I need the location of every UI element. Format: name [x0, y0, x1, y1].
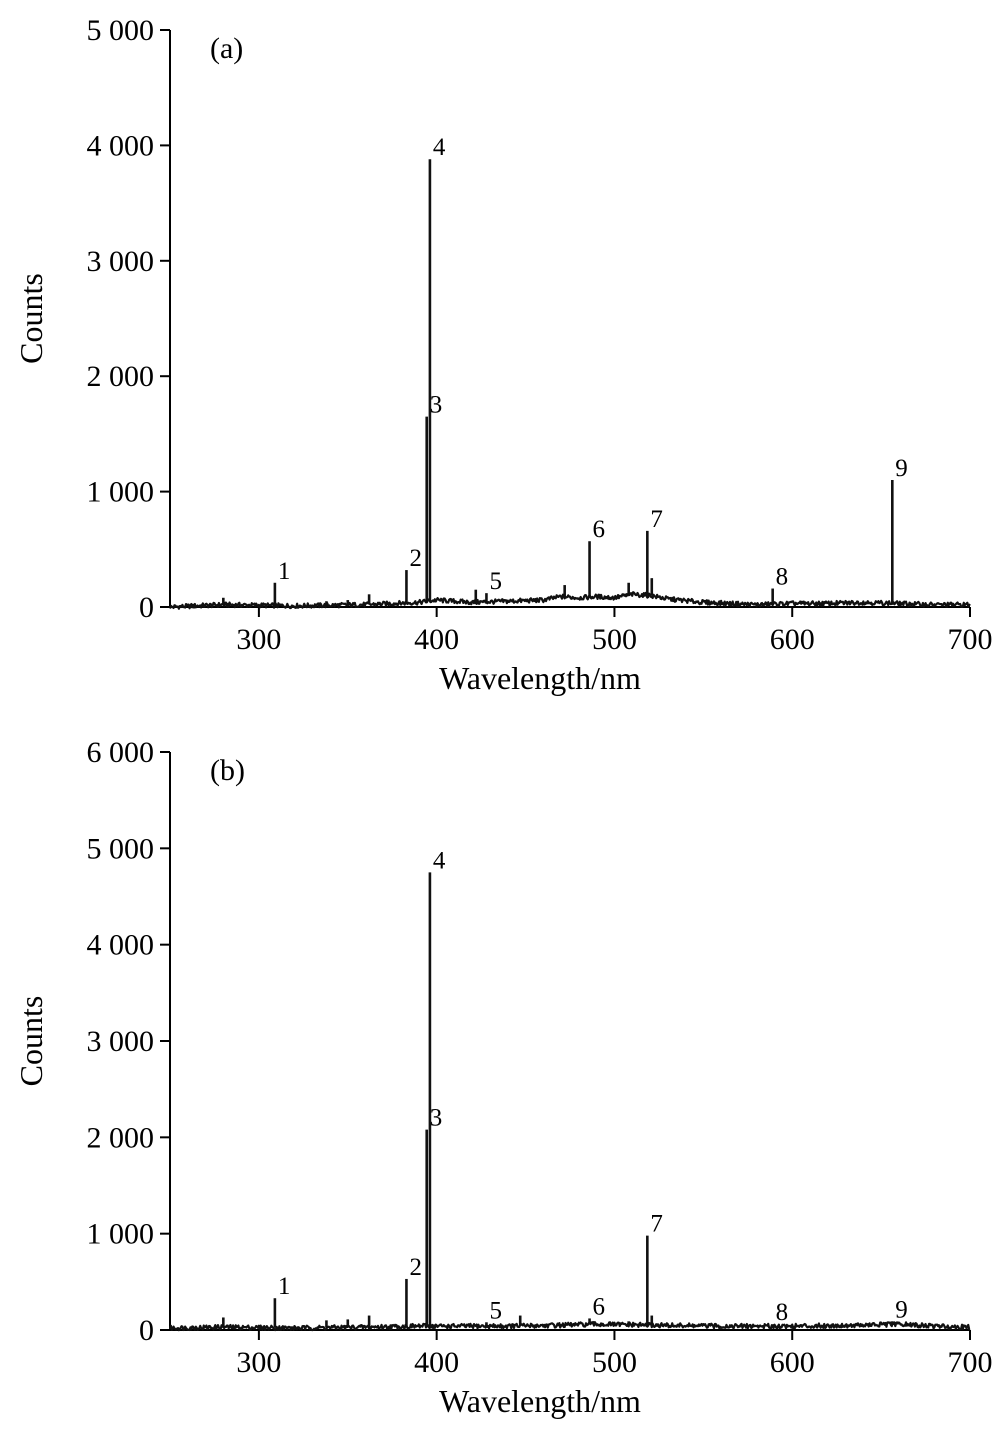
y-tick-label: 3 000 — [87, 245, 155, 278]
x-tick-label: 300 — [236, 1346, 281, 1379]
y-tick-label: 4 000 — [87, 929, 155, 962]
peak-label: 5 — [489, 568, 502, 595]
y-tick-label: 0 — [139, 1314, 154, 1347]
y-tick-label: 4 000 — [87, 129, 155, 162]
y-axis-label: Counts — [13, 996, 49, 1087]
peak-label: 8 — [776, 564, 789, 591]
y-tick-label: 0 — [139, 591, 154, 624]
y-tick-label: 5 000 — [87, 832, 155, 865]
x-tick-label: 600 — [770, 623, 815, 656]
y-axis-label: Counts — [13, 273, 49, 364]
x-tick-label: 500 — [592, 623, 637, 656]
x-tick-label: 400 — [414, 623, 459, 656]
peak-label: 2 — [409, 1254, 422, 1281]
x-axis-label: Wavelength/nm — [439, 1383, 641, 1419]
x-tick-label: 500 — [592, 1346, 637, 1379]
peak-label: 6 — [593, 1293, 606, 1320]
y-tick-label: 2 000 — [87, 1121, 155, 1154]
y-tick-label: 3 000 — [87, 1025, 155, 1058]
peak-label: 5 — [489, 1297, 502, 1324]
peak-label: 8 — [776, 1299, 789, 1326]
x-tick-label: 700 — [948, 623, 993, 656]
x-axis-label: Wavelength/nm — [439, 660, 641, 696]
spectrum-line — [168, 591, 971, 610]
peak-label: 9 — [895, 455, 908, 482]
y-tick-label: 1 000 — [87, 476, 155, 509]
peak-label: 6 — [593, 516, 606, 543]
peak-label: 4 — [433, 134, 446, 161]
panel-label: (a) — [210, 32, 243, 65]
panel-label: (b) — [210, 754, 245, 787]
y-tick-label: 1 000 — [87, 1218, 155, 1251]
peak-label: 7 — [650, 1211, 663, 1238]
peak-label: 4 — [433, 847, 446, 874]
peak-label: 1 — [278, 1273, 291, 1300]
y-tick-label: 2 000 — [87, 360, 155, 393]
peak-label: 3 — [430, 1105, 443, 1132]
peak-label: 7 — [650, 506, 663, 533]
peak-label: 2 — [409, 545, 422, 572]
panel-a: 0 1 000 2 000 3 000 4 000 5 000 300 400 500 600 70… — [13, 14, 993, 696]
x-tick-label: 600 — [770, 1346, 815, 1379]
panel-b: 0 1 000 2 000 3 000 4 000 5 000 6 000 300 400 500… — [13, 736, 993, 1419]
x-tick-label: 700 — [948, 1346, 993, 1379]
y-tick-label: 5 000 — [87, 14, 155, 47]
x-tick-label: 300 — [236, 623, 281, 656]
y-tick-label: 6 000 — [87, 736, 155, 769]
peak-label: 9 — [895, 1296, 908, 1323]
spectrum-line — [168, 1320, 971, 1332]
peak-label: 3 — [430, 392, 443, 419]
x-tick-label: 400 — [414, 1346, 459, 1379]
peak-label: 1 — [278, 558, 291, 585]
